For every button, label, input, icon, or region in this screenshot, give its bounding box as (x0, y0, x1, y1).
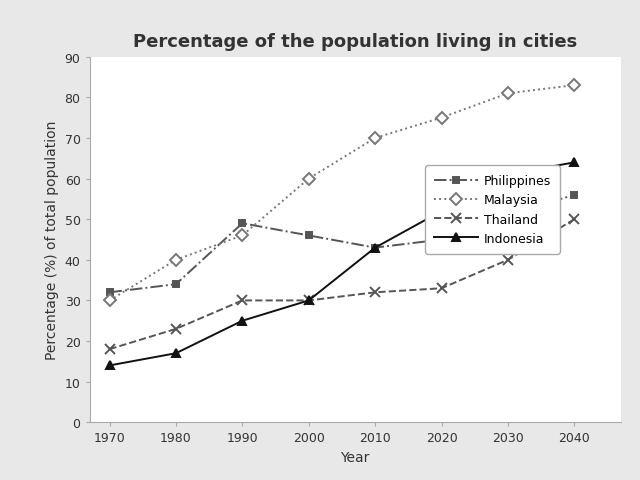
Philippines (504, 213, 512, 218)
Malaysia (438, 116, 445, 121)
Philippines (371, 245, 379, 251)
Malaysia (305, 176, 312, 182)
Indonesia (570, 160, 578, 166)
X-axis label: Year: Year (340, 450, 370, 464)
Malaysia (504, 91, 512, 97)
Line: Philippines: Philippines (106, 192, 578, 296)
Malaysia (239, 233, 246, 239)
Thailand (305, 298, 312, 304)
Philippines (239, 221, 246, 227)
Malaysia (570, 83, 578, 89)
Malaysia (172, 257, 180, 263)
Philippines (305, 233, 312, 239)
Indonesia (239, 318, 246, 324)
Philippines (570, 192, 578, 198)
Philippines (438, 237, 445, 243)
Thailand (570, 217, 578, 223)
Thailand (504, 257, 512, 263)
Indonesia (172, 350, 180, 356)
Indonesia (504, 172, 512, 178)
Indonesia (305, 298, 312, 304)
Malaysia (371, 136, 379, 142)
Line: Malaysia: Malaysia (106, 82, 579, 305)
Y-axis label: Percentage (%) of total population: Percentage (%) of total population (45, 120, 59, 360)
Thailand (438, 286, 445, 291)
Legend: Philippines, Malaysia, Thailand, Indonesia: Philippines, Malaysia, Thailand, Indones… (425, 166, 560, 254)
Line: Indonesia: Indonesia (106, 159, 579, 370)
Thailand (106, 347, 113, 352)
Line: Thailand: Thailand (105, 215, 579, 354)
Philippines (172, 282, 180, 288)
Indonesia (106, 363, 113, 369)
Philippines (106, 290, 113, 296)
Thailand (172, 326, 180, 332)
Thailand (371, 290, 379, 296)
Indonesia (371, 245, 379, 251)
Title: Percentage of the population living in cities: Percentage of the population living in c… (133, 33, 577, 50)
Malaysia (106, 298, 113, 304)
Thailand (239, 298, 246, 304)
Indonesia (438, 209, 445, 215)
